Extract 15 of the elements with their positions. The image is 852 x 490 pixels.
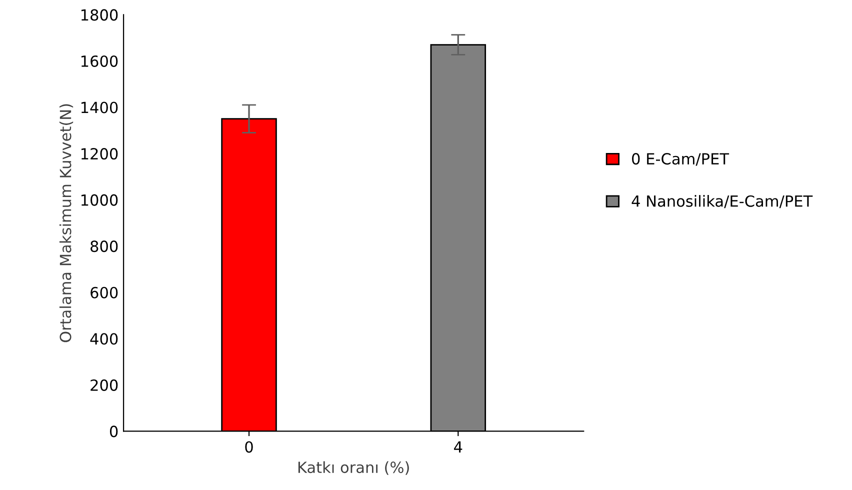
y-tick-label: 1400 — [81, 102, 118, 114]
y-tick-label: 1000 — [81, 194, 118, 206]
y-tick-label: 800 — [90, 240, 118, 252]
y-tick-label: 1800 — [81, 9, 118, 21]
y-tick-label: 0 — [110, 426, 118, 438]
y-tick-label: 400 — [90, 333, 118, 345]
y-tick-label: 600 — [90, 286, 118, 298]
y-tick-label: 1200 — [81, 148, 118, 160]
x-tick-label: 4 — [454, 441, 462, 453]
legend-label: 0 E-Cam/PET — [632, 153, 730, 166]
legend-label: 4 Nanosilika/E-Cam/PET — [632, 195, 813, 208]
y-tick-label: 200 — [90, 379, 118, 391]
x-axis-title: Katkı oranı (%) — [298, 461, 409, 475]
y-tick-label: 1600 — [81, 55, 118, 67]
y-axis-title: Ortalama Maksimum Kuvvet(N) — [59, 104, 74, 342]
